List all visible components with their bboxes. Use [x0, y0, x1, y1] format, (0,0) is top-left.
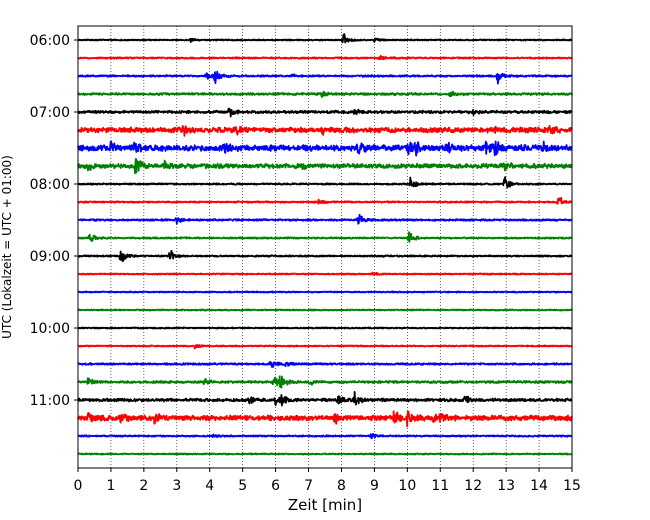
x-tick-label-12: 12 — [464, 478, 482, 494]
y-tick-label-08:00: 08:00 — [30, 177, 70, 193]
trace-1100 — [77, 390, 573, 407]
trace-0945 — [77, 308, 573, 312]
trace-0715 — [77, 124, 573, 137]
trace-1130 — [77, 432, 573, 440]
trace-1115 — [77, 410, 573, 428]
trace-0700 — [77, 107, 573, 118]
x-tick-label-8: 8 — [337, 478, 346, 494]
trace-0730 — [77, 140, 573, 157]
trace-0830 — [77, 213, 573, 225]
x-tick-label-10: 10 — [398, 478, 416, 494]
x-tick-label-15: 15 — [563, 478, 581, 494]
y-tick-label-11:00: 11:00 — [30, 393, 70, 409]
x-tick-label-9: 9 — [370, 478, 379, 494]
y-axis-ticks: 06:00 07:00 08:00 09:00 10:00 11:00 — [30, 33, 78, 409]
x-tick-label-2: 2 — [139, 478, 148, 494]
x-tick-label-13: 13 — [497, 478, 515, 494]
trace-1045 — [77, 375, 573, 389]
trace-0645 — [77, 90, 573, 98]
trace-0900 — [77, 249, 573, 263]
trace-0915 — [77, 271, 573, 276]
trace-0745 — [77, 157, 573, 175]
trace-1015 — [77, 344, 573, 350]
trace-0800 — [77, 176, 573, 189]
trace-0630 — [77, 70, 573, 85]
trace-0845 — [77, 231, 573, 243]
trace-0600 — [77, 33, 573, 44]
trace-0815 — [77, 196, 573, 205]
y-axis-label: UTC (Lokalzeit = UTC + 01:00) — [0, 155, 14, 339]
plot-frame — [77, 25, 573, 469]
x-tick-label-3: 3 — [172, 478, 181, 494]
trace-1030 — [77, 361, 573, 368]
y-tick-label-06:00: 06:00 — [30, 33, 70, 49]
y-tick-label-10:00: 10:00 — [30, 321, 70, 337]
x-axis-label: Zeit [min] — [288, 496, 362, 514]
x-tick-label-0: 0 — [74, 478, 83, 494]
seismogram-traces — [77, 33, 573, 456]
x-tick-label-11: 11 — [431, 478, 449, 494]
x-tick-label-4: 4 — [205, 478, 214, 494]
trace-1000 — [77, 326, 573, 330]
x-tick-label-14: 14 — [530, 478, 548, 494]
x-axis-ticks: 0 1 2 3 4 5 6 7 8 9 10 11 12 13 14 15 — [74, 468, 581, 494]
trace-0615 — [77, 54, 573, 61]
x-tick-label-6: 6 — [271, 478, 280, 494]
y-tick-label-09:00: 09:00 — [30, 249, 70, 265]
x-tick-label-7: 7 — [304, 478, 313, 494]
x-tick-label-1: 1 — [106, 478, 115, 494]
y-tick-label-07:00: 07:00 — [30, 105, 70, 121]
trace-0930 — [77, 290, 573, 294]
x-tick-label-5: 5 — [238, 478, 247, 494]
trace-1145 — [77, 452, 573, 456]
